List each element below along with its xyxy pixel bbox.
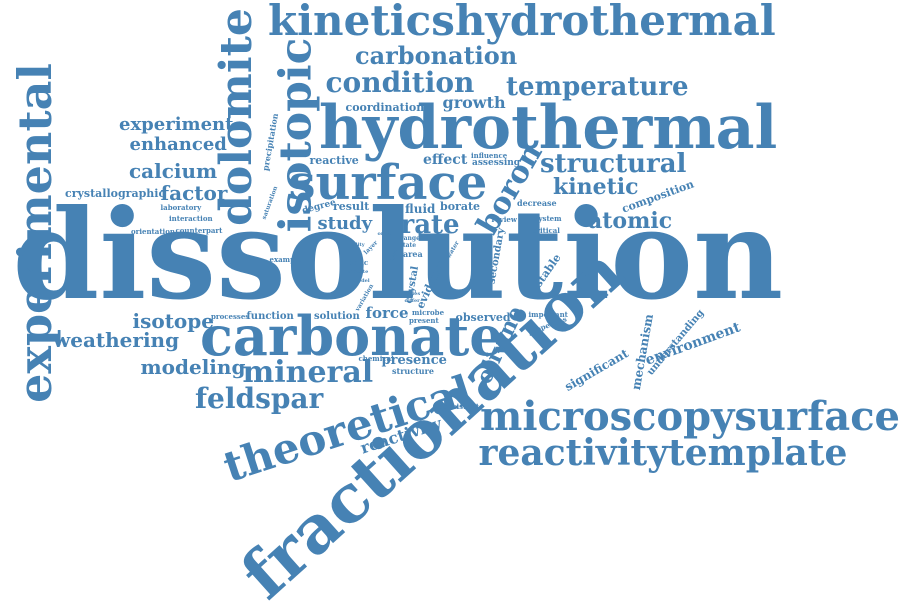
word: review — [491, 214, 517, 224]
word: crystallographic — [65, 186, 166, 200]
word: interaction — [169, 213, 213, 223]
word: ability — [347, 241, 365, 248]
word: effect — [423, 152, 468, 168]
word: structural — [540, 149, 687, 179]
word: condition — [325, 66, 475, 99]
word: critical — [532, 225, 560, 235]
word: force — [365, 303, 409, 322]
word: enhanced — [129, 134, 227, 155]
word: surface — [288, 155, 488, 211]
word: result — [333, 199, 370, 213]
word: example — [269, 254, 303, 264]
word: system — [534, 213, 562, 223]
word: rate — [400, 210, 460, 240]
word: counterpart — [175, 225, 223, 235]
word: present — [409, 315, 439, 325]
word: structure — [392, 366, 434, 376]
word: reactivitytemplate — [478, 432, 848, 474]
word: atomic — [588, 208, 673, 234]
word: influence — [471, 150, 508, 160]
word: dissolution — [12, 183, 784, 328]
word: orientation — [131, 226, 175, 236]
word: hydrothermal — [319, 93, 778, 163]
word: reactive — [309, 153, 359, 167]
word: carbonate — [200, 304, 504, 368]
word: area — [403, 249, 423, 259]
word: kineticshydrothermal — [268, 0, 776, 45]
word: study — [317, 213, 373, 234]
word: weathering — [53, 328, 180, 352]
word: presence — [381, 352, 447, 368]
word: carbonation — [355, 41, 518, 70]
word: range — [400, 235, 420, 242]
word: order — [377, 230, 393, 237]
word: studies — [400, 290, 421, 297]
word: observed — [455, 310, 511, 324]
word: mineral — [242, 355, 374, 390]
word: growth — [442, 93, 506, 112]
word: boric — [348, 257, 369, 267]
word: feldspar — [195, 382, 324, 415]
word: assessing — [472, 157, 521, 168]
word: kinetic — [553, 174, 639, 200]
word: processes — [211, 311, 250, 321]
word: borate — [440, 199, 481, 213]
word: experiment — [119, 114, 234, 135]
word: function — [246, 311, 294, 322]
word: important — [528, 309, 568, 319]
word: decrease — [517, 198, 557, 208]
word: consistent — [438, 401, 480, 411]
word: significant — [561, 346, 631, 394]
word: silicate — [348, 268, 369, 275]
word: factor — [160, 181, 228, 205]
word: modeling — [140, 355, 246, 379]
word: experimental — [7, 63, 62, 403]
word: chemical — [358, 353, 394, 363]
word: solution — [314, 311, 360, 322]
word: laboratory — [160, 202, 202, 212]
word: model — [352, 277, 370, 284]
word: differ — [404, 297, 420, 304]
word: microbe — [412, 307, 445, 317]
word: microscopysurface — [480, 393, 900, 440]
word: calcium — [129, 159, 218, 183]
word: coordination — [345, 100, 425, 114]
word: fluid — [405, 202, 436, 216]
word: isotope — [132, 309, 214, 333]
word: state — [399, 242, 417, 249]
word: temperature — [506, 72, 689, 102]
